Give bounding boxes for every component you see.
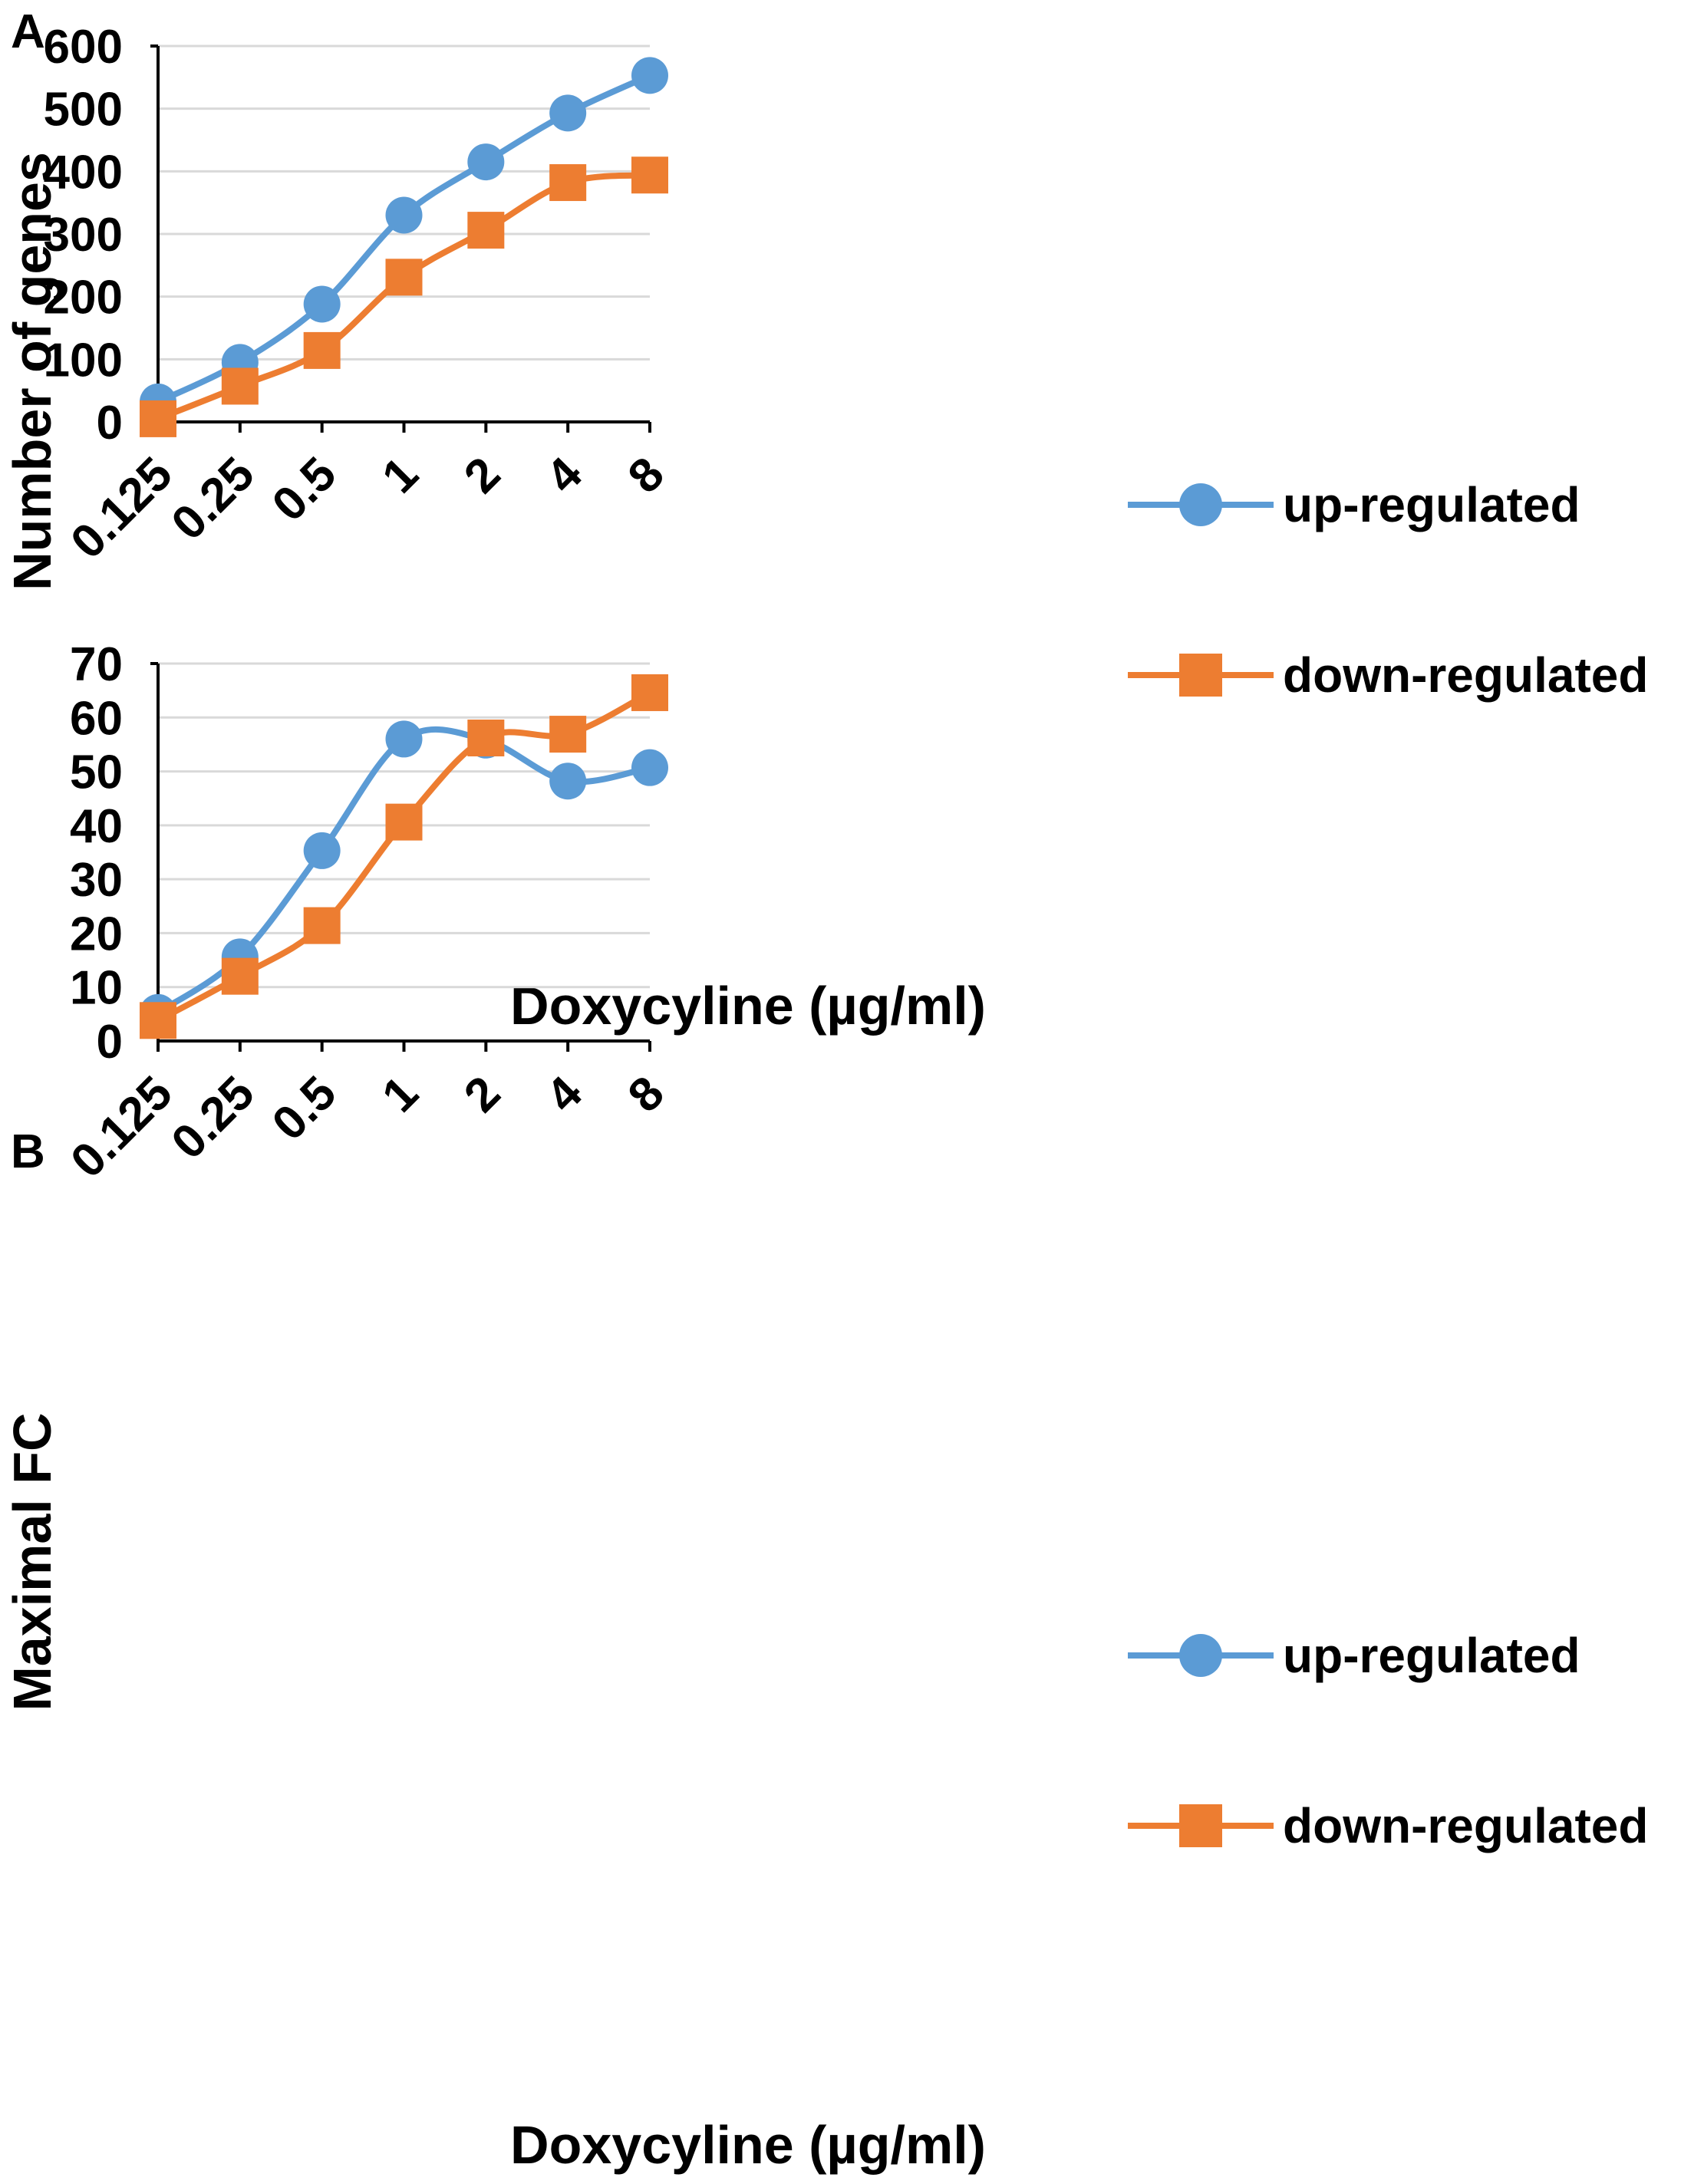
y-tick-labels-a: 0 100 200 300 400 500 600 (44, 21, 123, 450)
x-axis-title-b: Doxycyline (µg/ml) (510, 2115, 986, 2175)
point-down-b-3 (385, 803, 423, 841)
y-tick-label-b-5: 50 (70, 746, 123, 799)
point-up-a-3 (385, 196, 423, 234)
point-up-b-2 (303, 832, 341, 869)
y-tick-label-b-1: 10 (70, 962, 123, 1015)
point-down-b-5 (549, 716, 587, 753)
point-down-b-0 (140, 1002, 176, 1039)
legend-item-down-regulated-a: down-regulated (1128, 647, 1648, 703)
legend-marker-down-a (1179, 654, 1222, 697)
y-axis-title-b: Maximal FC (2, 1413, 62, 1711)
y-tick-label-a-6: 600 (44, 21, 123, 74)
y-tick-label-b-3: 30 (70, 854, 123, 907)
x-axis-title-a: Doxycyline (µg/ml) (510, 976, 986, 1036)
legend-marker-up-b (1179, 1634, 1222, 1677)
y-tick-label-b-4: 40 (70, 800, 123, 853)
legend-label-down-a: down-regulated (1283, 647, 1648, 703)
y-tick-label-a-4: 400 (44, 146, 123, 199)
series-b (140, 674, 668, 1039)
y-tick-label-a-0: 0 (97, 397, 123, 450)
point-down-a-6 (631, 156, 668, 194)
y-tick-label-a-2: 200 (44, 272, 123, 324)
point-down-b-2 (303, 907, 341, 944)
y-axis-title-a: Number of genes (2, 152, 62, 591)
point-down-b-6 (631, 674, 668, 711)
point-up-b-5 (549, 763, 587, 800)
legend-item-down-regulated-b: down-regulated (1128, 1798, 1648, 1853)
legend-item-up-regulated-a: up-regulated (1128, 477, 1580, 532)
point-up-b-6 (631, 749, 668, 786)
y-tick-label-a-1: 100 (44, 334, 123, 387)
point-up-a-4 (467, 143, 505, 181)
y-tick-label-a-5: 500 (44, 84, 123, 137)
y-tick-label-b-7: 70 (70, 638, 123, 691)
point-down-a-3 (385, 259, 423, 296)
legend-marker-up-a (1179, 483, 1222, 526)
legend-label-up-b: up-regulated (1283, 1628, 1580, 1683)
legend-label-up-a: up-regulated (1283, 477, 1580, 532)
axes-b (150, 662, 651, 1052)
point-down-a-2 (303, 331, 341, 369)
point-up-a-2 (303, 285, 341, 323)
point-up-b-3 (385, 720, 423, 758)
y-tick-label-b-6: 60 (70, 692, 123, 745)
point-down-a-5 (549, 164, 587, 202)
panel-label-b: B (11, 1125, 45, 1178)
legend-marker-down-b (1179, 1804, 1222, 1847)
legend-item-up-regulated-b: up-regulated (1128, 1628, 1580, 1683)
panel-label-a: A (11, 5, 45, 58)
series-a (140, 57, 668, 437)
y-tick-label-a-3: 300 (44, 209, 123, 262)
point-down-a-1 (221, 367, 259, 405)
y-tick-label-b-2: 20 (70, 908, 123, 960)
point-down-a-0 (140, 400, 176, 437)
legend-label-down-b: down-regulated (1283, 1798, 1648, 1853)
point-up-a-5 (549, 94, 587, 132)
point-down-b-1 (221, 957, 259, 995)
legend-b: up-regulated down-regulated (1128, 1628, 1648, 1853)
y-tick-label-b-0: 0 (97, 1016, 123, 1069)
point-down-b-4 (467, 719, 505, 756)
point-down-a-4 (467, 212, 505, 249)
point-up-a-6 (631, 57, 668, 94)
legend-a: up-regulated down-regulated (1128, 477, 1648, 703)
